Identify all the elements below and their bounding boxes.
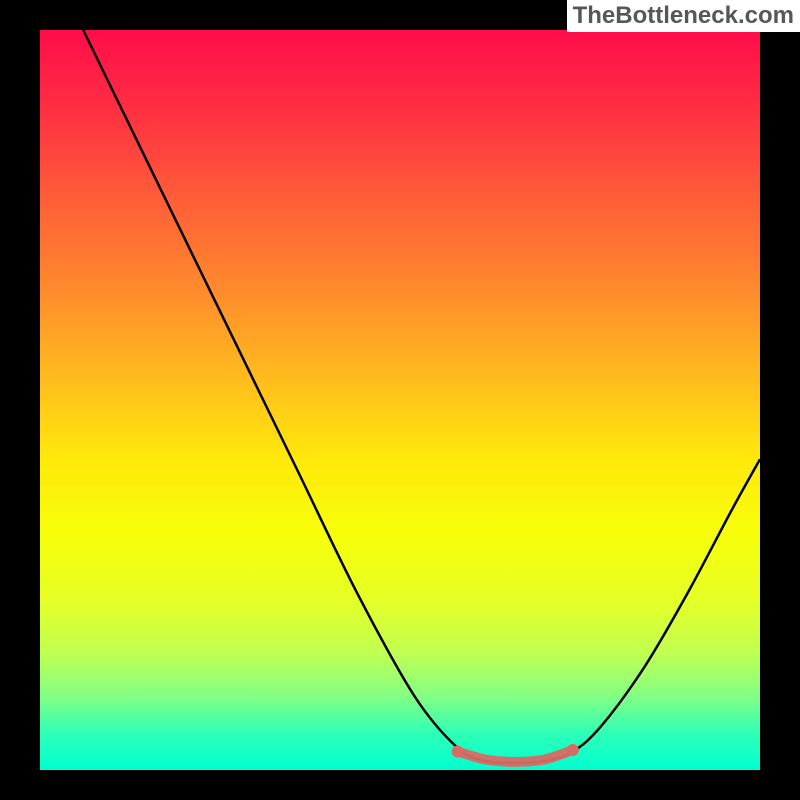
- watermark-label: TheBottleneck.com: [567, 0, 800, 32]
- highlight-end-dot-right: [567, 744, 579, 756]
- highlight-end-dot-left: [452, 746, 464, 758]
- chart-gradient-background: [40, 30, 760, 770]
- chart-container: TheBottleneck.com: [0, 0, 800, 800]
- bottleneck-curve-chart: [0, 0, 800, 800]
